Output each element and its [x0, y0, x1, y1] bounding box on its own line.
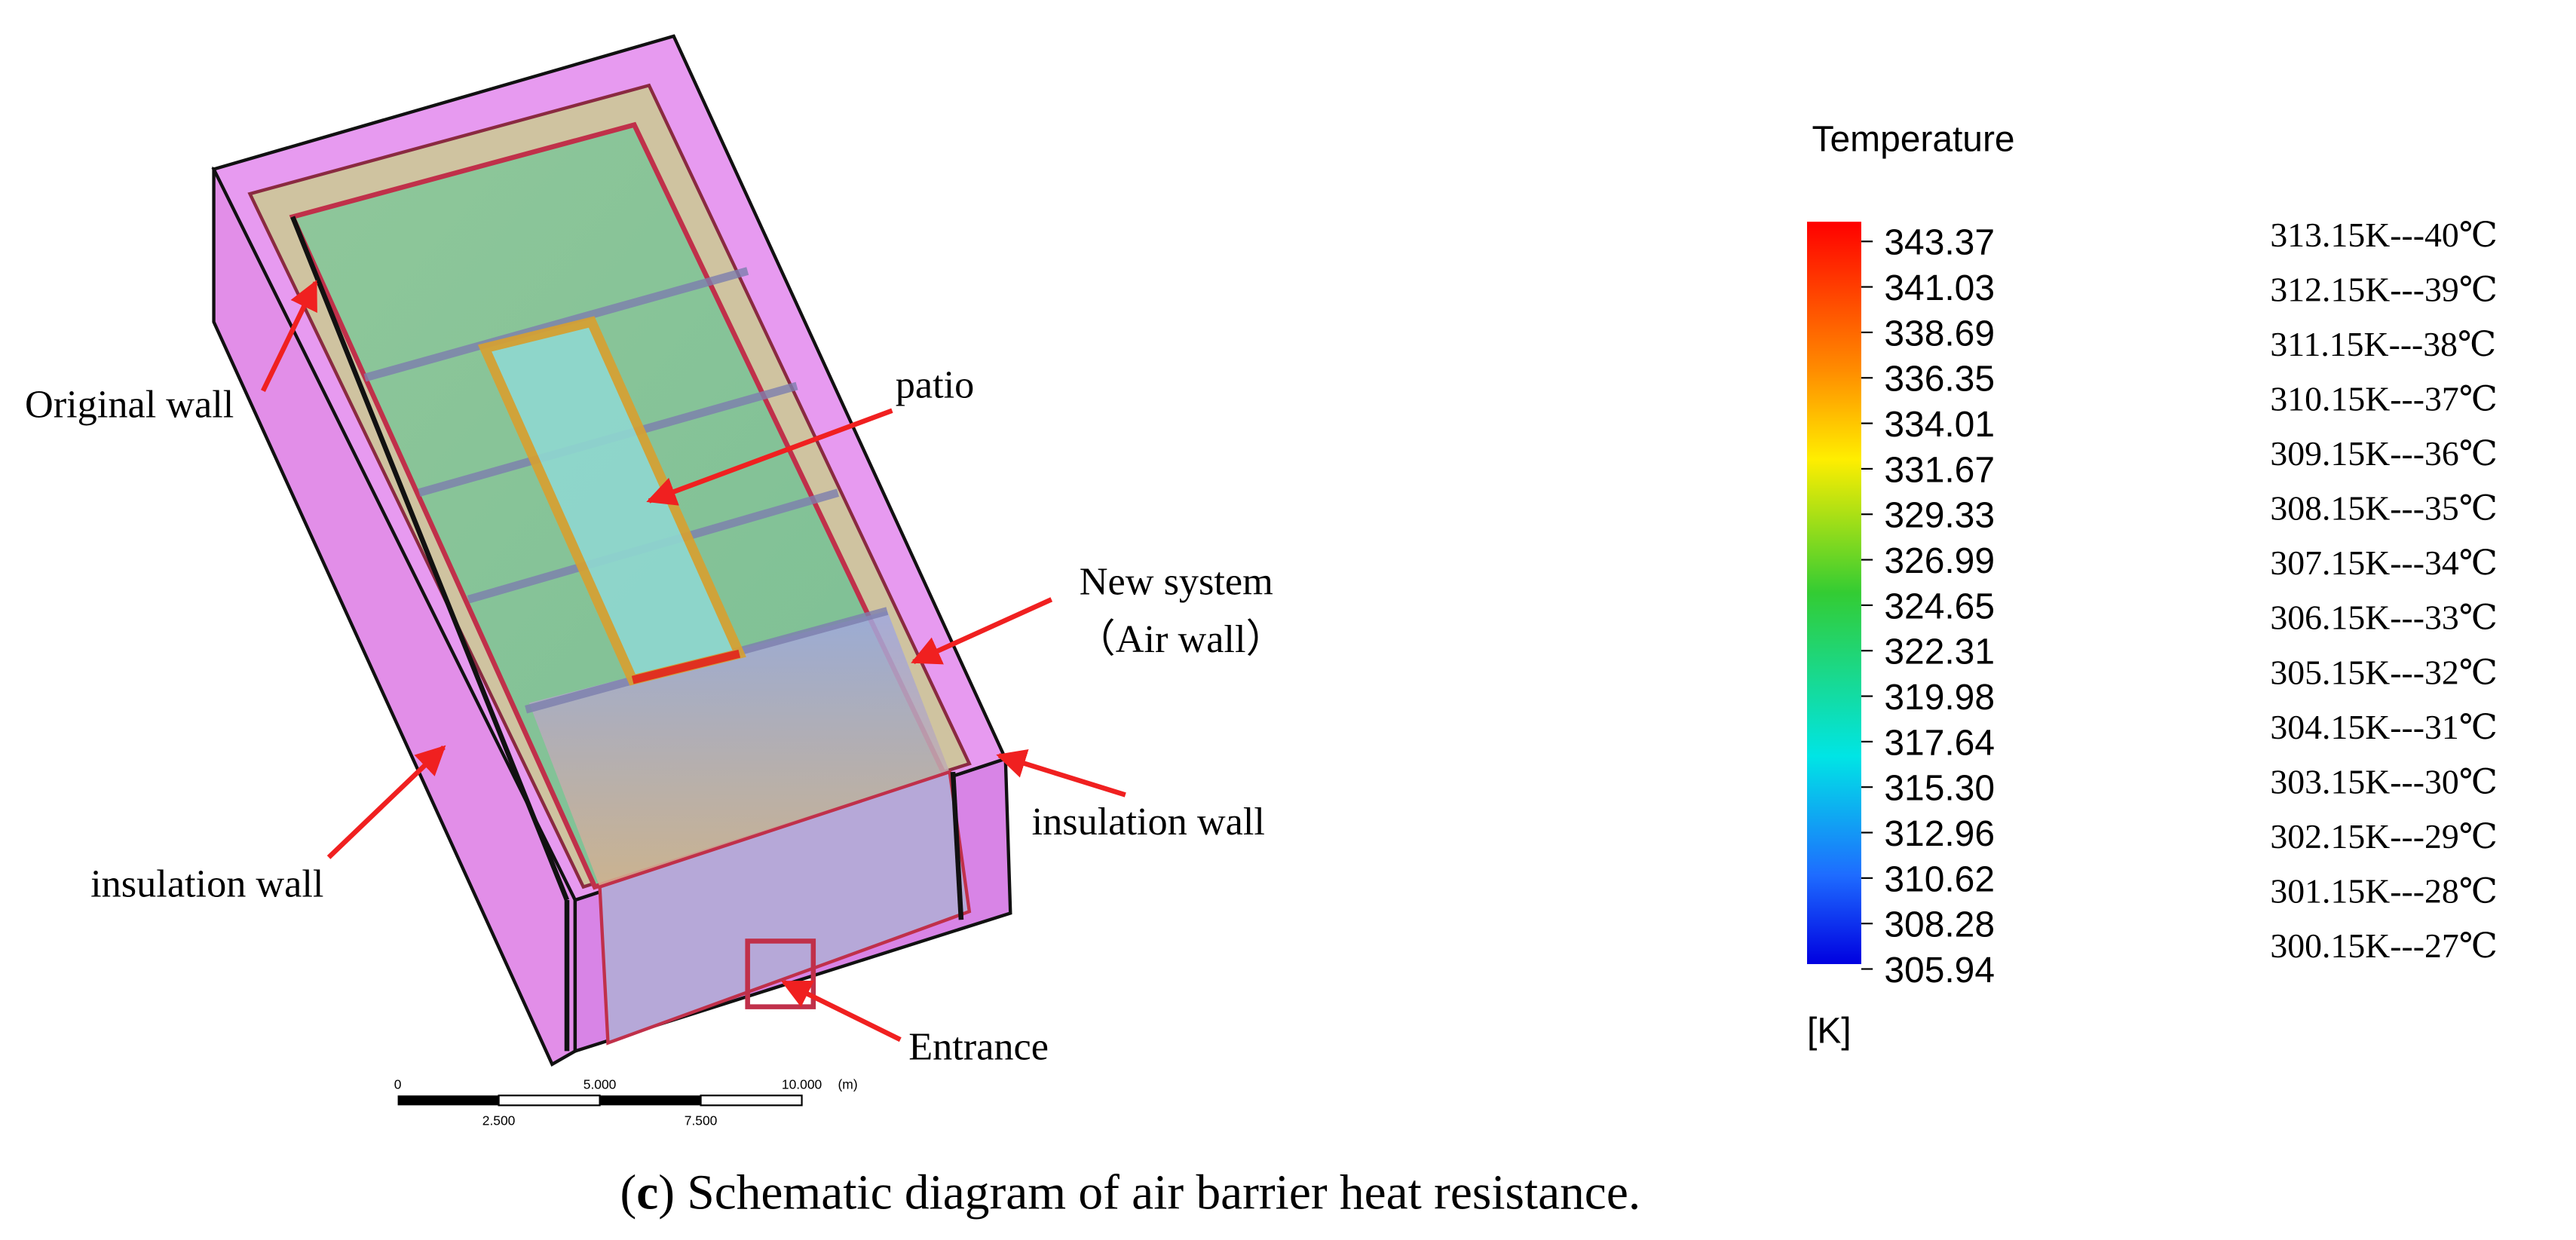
annotation: Entrance — [908, 1024, 1049, 1068]
annotation: （Air wall） — [1076, 617, 1285, 661]
caption-text: ) Schematic diagram of air barrier heat … — [658, 1166, 1640, 1220]
tick-label: 336.35 — [1884, 360, 1995, 400]
tick-label: 334.01 — [1884, 405, 1995, 445]
conversion: 311.15K---38℃ — [2270, 325, 2496, 363]
legend-title: Temperature — [1812, 119, 2015, 159]
conversion: 312.15K---39℃ — [2270, 270, 2498, 308]
arrow — [326, 745, 446, 859]
conversion: 306.15K---33℃ — [2270, 599, 2498, 637]
scale-label: 10.000 — [782, 1077, 822, 1092]
arrow — [781, 979, 902, 1043]
patio-edge — [631, 649, 741, 684]
scale-label: 7.500 — [685, 1113, 718, 1128]
legend: Temperature 343.37 341.03 338.69 336.35 334.… — [1807, 119, 2015, 1052]
conversion: 302.15K---29℃ — [2270, 817, 2498, 856]
conversion: 303.15K---30℃ — [2270, 762, 2498, 801]
tick-label: 322.31 — [1884, 632, 1995, 672]
annotation: patio — [896, 363, 975, 406]
conversion: 313.15K---40℃ — [2270, 216, 2498, 254]
caption: (c) Schematic diagram of air barrier hea… — [620, 1166, 1640, 1220]
tick-label: 312.96 — [1884, 814, 1995, 854]
tick-label: 319.98 — [1884, 678, 1995, 718]
lobby-front — [598, 770, 972, 1046]
color-bar — [1807, 222, 1861, 964]
caption-open: ( — [620, 1166, 636, 1220]
conversion: 308.15K---35℃ — [2270, 489, 2498, 528]
caption-label: c — [636, 1166, 658, 1220]
annotation: insulation wall — [1032, 800, 1265, 844]
building-render — [211, 34, 1012, 1067]
tick-label: 331.67 — [1884, 450, 1995, 490]
tick-label: 308.28 — [1884, 905, 1995, 945]
conversion: 307.15K---34℃ — [2270, 543, 2498, 582]
wall-edge — [950, 771, 964, 920]
legend-ticks: 343.37 341.03 338.69 336.35 334.01 331.67 329.… — [1861, 223, 1995, 990]
arrow — [911, 597, 1053, 665]
wall-edge — [290, 216, 570, 902]
scale-segment — [498, 1095, 601, 1107]
conversion: 310.15K---37℃ — [2270, 379, 2498, 418]
tick-label: 343.37 — [1884, 223, 1995, 263]
scale-segment — [397, 1095, 499, 1106]
conversion: 309.15K---36℃ — [2270, 434, 2498, 473]
arrow — [996, 749, 1126, 798]
annotations: Original wall patio New system （Air wall… — [25, 363, 1285, 1068]
tick-label: 324.65 — [1884, 586, 1995, 626]
entrance-door — [745, 938, 816, 1009]
conversion: 305.15K---32℃ — [2270, 653, 2498, 691]
conversion: 300.15K---27℃ — [2270, 926, 2498, 965]
arrow — [260, 280, 318, 392]
scale-label: 2.500 — [482, 1113, 516, 1128]
scale-bar: 0 5.000 10.000 (m) 2.500 7.500 — [394, 1077, 858, 1128]
arrow — [646, 408, 893, 506]
scale-label: 0 — [394, 1077, 402, 1092]
scale-label: (m) — [838, 1077, 858, 1092]
legend-unit: [K] — [1807, 1012, 1852, 1052]
tick-label: 315.30 — [1884, 769, 1995, 809]
annotation: Original wall — [25, 382, 234, 426]
annotation: insulation wall — [90, 862, 323, 906]
tick-label: 310.62 — [1884, 859, 1995, 899]
tick-label: 341.03 — [1884, 268, 1995, 308]
tick-label: 326.99 — [1884, 541, 1995, 581]
tick-label: 338.69 — [1884, 314, 1995, 354]
tick-label: 305.94 — [1884, 951, 1995, 990]
conversion: 301.15K---28℃ — [2270, 871, 2498, 910]
scale-label: 5.000 — [584, 1077, 617, 1092]
annotation: New system — [1080, 560, 1273, 604]
room-wall — [363, 267, 749, 382]
scale-segment — [599, 1095, 701, 1106]
conversion-list: 313.15K---40℃ 312.15K---39℃ 311.15K---38℃ 3… — [2270, 216, 2498, 965]
arrows — [260, 280, 1126, 1043]
scale-segment — [700, 1095, 803, 1107]
tick-label: 317.64 — [1884, 723, 1995, 763]
conversion: 304.15K---31℃ — [2270, 708, 2498, 746]
tick-label: 329.33 — [1884, 496, 1995, 536]
